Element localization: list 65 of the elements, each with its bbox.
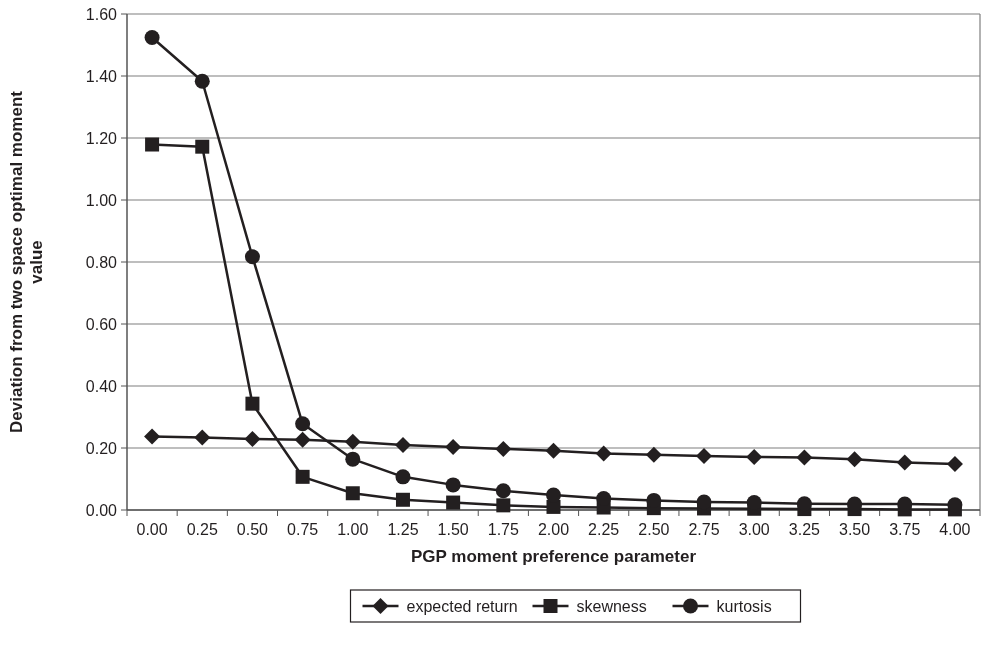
- point: [645, 446, 662, 463]
- x-tick-label: 4.00: [939, 521, 971, 538]
- y-tick-label: 1.20: [85, 129, 118, 147]
- y-tick-label: 0.80: [85, 253, 118, 271]
- point: [946, 456, 963, 473]
- x-tick-label: 0.50: [236, 521, 269, 538]
- y-tick-label: 1.40: [85, 67, 118, 85]
- y-tick-label: 1.60: [85, 5, 118, 23]
- x-tick-label: 3.25: [788, 521, 821, 538]
- point: [244, 249, 260, 265]
- x-tick-label: 0.75: [287, 521, 319, 538]
- y-tick-label: 0.20: [85, 439, 118, 457]
- point: [395, 469, 411, 485]
- point: [696, 448, 713, 465]
- point: [345, 451, 361, 467]
- x-tick-label: 0.00: [136, 521, 168, 538]
- point: [295, 416, 311, 432]
- y-tick-label: 1.00: [85, 191, 118, 209]
- x-tick-label: 1.25: [387, 521, 419, 538]
- point: [446, 495, 461, 510]
- point: [244, 431, 261, 448]
- point: [546, 499, 561, 514]
- point: [394, 436, 411, 453]
- point: [496, 498, 511, 513]
- point: [295, 469, 310, 484]
- point: [195, 139, 210, 154]
- y-tick-label: 0.40: [85, 377, 118, 395]
- point: [796, 449, 813, 466]
- x-tick-label: 3.00: [738, 521, 770, 538]
- point: [746, 448, 763, 465]
- y-axis-title: Deviation from two space optimal moment value: [7, 90, 47, 433]
- point: [194, 429, 211, 446]
- x-tick-label: 2.50: [638, 521, 670, 538]
- y-tick-label: 0.60: [85, 315, 118, 333]
- x-tick-label: 1.75: [487, 521, 519, 538]
- x-axis-title: PGP moment preference parameter: [410, 547, 697, 566]
- point: [144, 30, 160, 46]
- x-tick-label: 0.25: [186, 521, 218, 538]
- point: [495, 483, 511, 499]
- point: [896, 454, 913, 471]
- x-tick-label: 1.50: [437, 521, 469, 538]
- point: [395, 492, 410, 507]
- point: [245, 396, 260, 411]
- legend-label: skewness: [576, 597, 647, 615]
- point: [344, 433, 361, 450]
- x-tick-label: 2.75: [688, 521, 720, 538]
- x-tick-label: 3.75: [889, 521, 921, 538]
- point: [194, 73, 210, 89]
- point: [846, 451, 863, 468]
- point: [445, 439, 462, 456]
- point: [445, 477, 461, 493]
- x-tick-label: 3.50: [838, 521, 871, 538]
- legend-label: kurtosis: [716, 597, 772, 615]
- point: [345, 486, 360, 501]
- point: [145, 137, 160, 152]
- point: [144, 428, 161, 445]
- point: [294, 431, 311, 448]
- point: [595, 445, 612, 462]
- point: [545, 442, 562, 459]
- x-tick-label: 1.00: [337, 521, 369, 538]
- y-tick-label: 0.00: [85, 501, 118, 519]
- x-tick-label: 2.25: [588, 521, 620, 538]
- legend-label: expected return: [406, 597, 518, 615]
- x-tick-label: 2.00: [537, 521, 570, 538]
- point: [495, 440, 512, 457]
